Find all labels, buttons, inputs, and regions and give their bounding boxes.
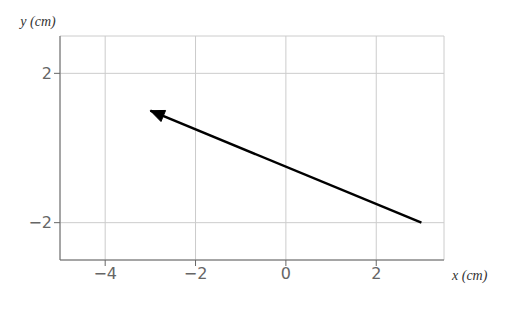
svg-text:y (cm): y (cm)	[18, 14, 56, 30]
svg-text:−4: −4	[93, 264, 117, 283]
svg-text:−2: −2	[184, 264, 208, 283]
svg-text:2: 2	[42, 64, 52, 83]
svg-text:x (cm): x (cm)	[451, 268, 488, 284]
svg-text:−2: −2	[28, 213, 52, 232]
svg-text:0: 0	[281, 264, 291, 283]
svg-text:2: 2	[371, 264, 381, 283]
